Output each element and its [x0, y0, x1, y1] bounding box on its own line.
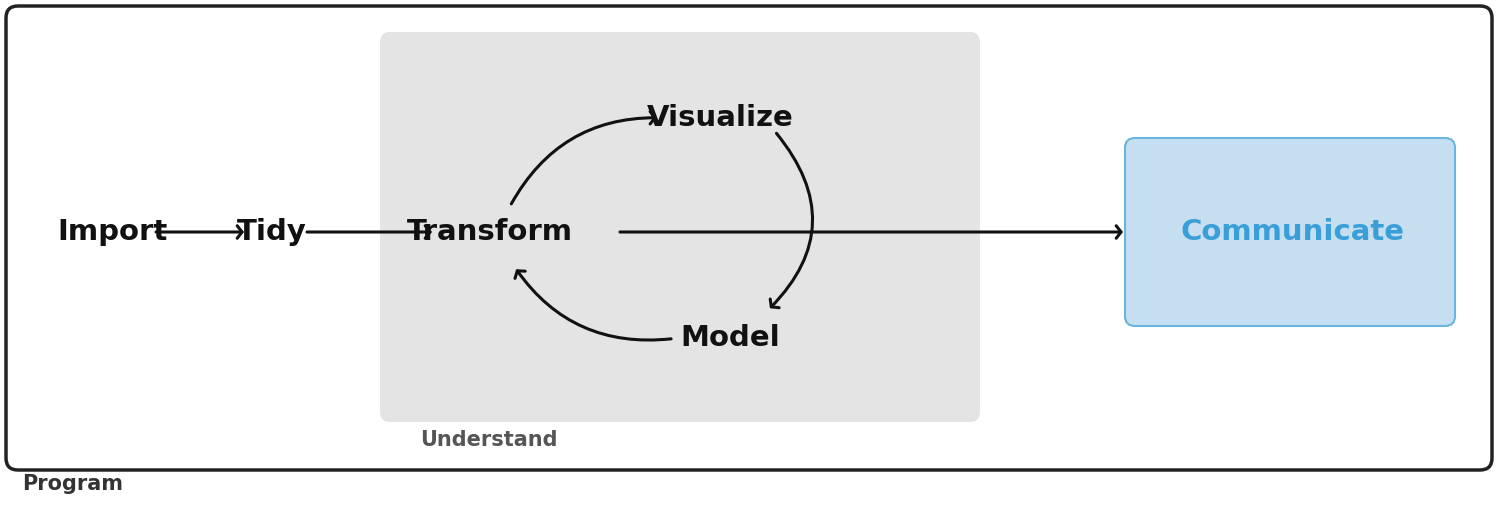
Text: Model: Model	[680, 324, 781, 352]
FancyBboxPatch shape	[1125, 138, 1454, 326]
Text: Visualize: Visualize	[647, 104, 794, 132]
Text: Communicate: Communicate	[1181, 218, 1405, 246]
Text: Transform: Transform	[408, 218, 573, 246]
Text: Import: Import	[57, 218, 167, 246]
Text: Understand: Understand	[420, 430, 558, 450]
Text: Tidy: Tidy	[238, 218, 307, 246]
Text: Program: Program	[23, 474, 123, 494]
FancyBboxPatch shape	[6, 6, 1492, 470]
FancyBboxPatch shape	[381, 32, 981, 422]
